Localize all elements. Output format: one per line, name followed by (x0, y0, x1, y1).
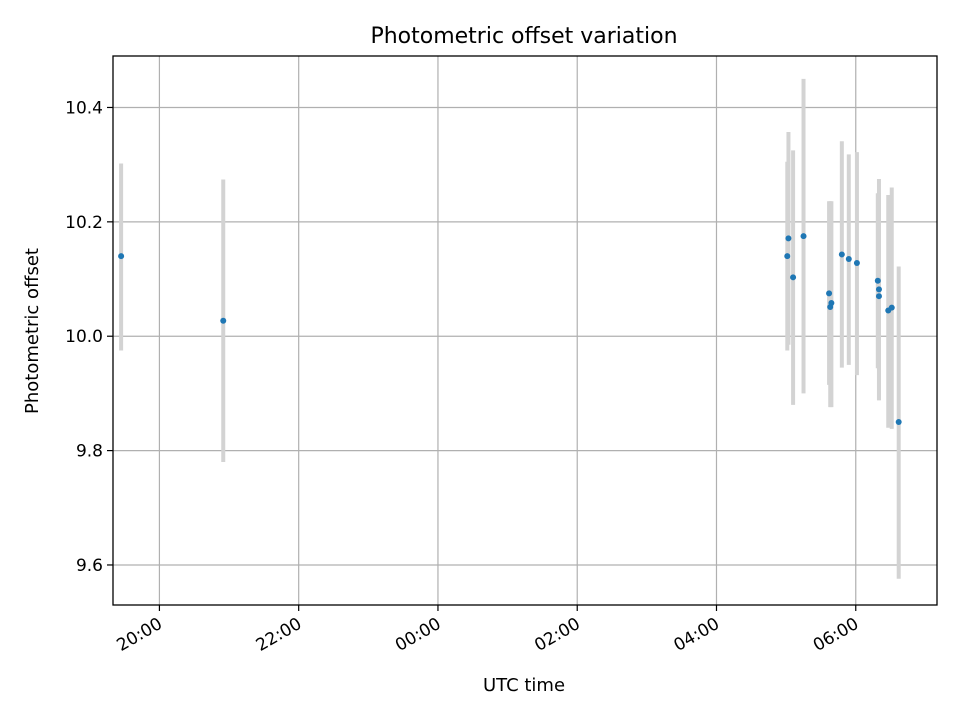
x-tick-label: 00:00 (392, 614, 444, 656)
x-tick-label: 20:00 (113, 614, 165, 656)
x-axis-ticks: 20:00 22:00 00:00 02:00 04:00 06:00 (113, 605, 862, 656)
y-tick-label: 9.6 (76, 556, 103, 576)
y-tick-label: 10.2 (65, 213, 103, 233)
data-point (828, 300, 835, 307)
y-axis-label: Photometric offset (22, 248, 43, 414)
y-tick-label: 9.8 (76, 442, 103, 462)
data-point (790, 274, 797, 281)
data-point (785, 235, 792, 242)
grid (113, 56, 937, 605)
y-tick-label: 10.4 (65, 98, 103, 118)
data-point (874, 277, 881, 284)
x-tick-label: 04:00 (671, 614, 723, 656)
data-point (875, 286, 882, 293)
x-tick-label: 22:00 (253, 614, 305, 656)
data-point (118, 253, 125, 260)
plot-frame (112, 55, 938, 606)
data-point (875, 293, 882, 300)
chart-title: Photometric offset variation (370, 24, 677, 49)
data-point (845, 256, 852, 263)
data-point (826, 290, 833, 297)
data-points (118, 233, 902, 425)
data-point (888, 304, 895, 311)
data-point (838, 251, 845, 258)
data-point (895, 419, 902, 425)
errorbars (119, 78, 901, 579)
y-axis-ticks: 9.6 9.8 10.0 10.2 10.4 (65, 98, 113, 576)
data-point (784, 253, 791, 260)
x-tick-label: 06:00 (810, 614, 862, 656)
data-point (800, 233, 807, 240)
data-point (220, 317, 227, 324)
x-tick-label: 02:00 (531, 614, 583, 656)
data-point (853, 260, 860, 267)
x-axis-label: UTC time (483, 675, 565, 696)
y-tick-label: 10.0 (65, 327, 103, 347)
